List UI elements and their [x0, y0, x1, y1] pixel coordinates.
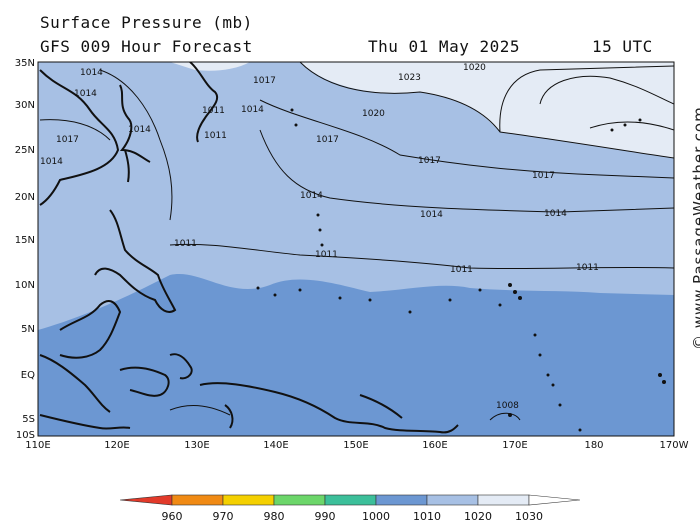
y-tick-label: 5N: [21, 324, 35, 335]
x-tick-label: 180: [584, 440, 603, 451]
legend-label: 1020: [464, 510, 492, 523]
legend-label: 1010: [413, 510, 441, 523]
isobar-label: 1014: [544, 209, 567, 219]
isobar-label: 1020: [362, 109, 385, 119]
isobar-label: 1011: [204, 131, 227, 141]
forecast-subtitle: GFS 009 Hour Forecast: [40, 37, 253, 56]
y-tick-label: 25N: [15, 145, 35, 156]
isobar-label: 1014: [420, 210, 443, 220]
isobar-label: 1020: [463, 63, 486, 73]
legend-swatch-1010: [375, 494, 428, 506]
legend-label: 980: [264, 510, 285, 523]
legend-swatch-970: [171, 494, 224, 506]
isobar-label: 1017: [532, 171, 555, 181]
y-tick-label: 10S: [16, 430, 35, 441]
legend-label: 960: [162, 510, 183, 523]
forecast-date: Thu 01 May 2025: [368, 37, 520, 56]
isobar-label: 1011: [174, 239, 197, 249]
legend-label: 970: [213, 510, 234, 523]
legend-swatch-990: [273, 494, 326, 506]
x-tick-label: 140E: [263, 440, 288, 451]
isobar-label: 1017: [253, 76, 276, 86]
isobar-label: 1014: [74, 89, 97, 99]
legend-swatch-max: [528, 494, 581, 506]
isobar-label: 1014: [128, 125, 151, 135]
y-tick-label: 10N: [15, 280, 35, 291]
x-tick-label: 170W: [660, 440, 689, 451]
isobar-label: 1011: [450, 265, 473, 275]
x-tick-label: 150E: [343, 440, 368, 451]
isobar-label: 1017: [56, 135, 79, 145]
isobar-label: 1017: [418, 156, 441, 166]
isobar-label: 1011: [315, 250, 338, 260]
forecast-time: 15 UTC: [592, 37, 653, 56]
isobar-labels: 1023 1020 1020 1017 1017 1017 1014 1014 …: [40, 63, 599, 411]
islands: [256, 108, 666, 432]
pressure-band-1020: [300, 62, 674, 158]
isobar-label: 1014: [241, 105, 264, 115]
isobar-label: 1011: [576, 263, 599, 273]
x-tick-label: 110E: [25, 440, 50, 451]
x-tick-label: 130E: [184, 440, 209, 451]
map-frame: [37, 61, 675, 437]
pressure-legend: 960 970 980 990 1000 1010 1020 1030: [119, 494, 581, 523]
y-tick-label: 15N: [15, 235, 35, 246]
map-area: 1023 1020 1020 1017 1017 1017 1014 1014 …: [38, 62, 674, 436]
legend-swatch-1020: [426, 494, 479, 506]
legend-label: 990: [315, 510, 336, 523]
legend-swatch-980: [222, 494, 275, 506]
x-axis: 110E 120E 130E 140E 150E 160E 170E 180 1…: [25, 440, 688, 451]
pressure-band-1020-west: [170, 62, 250, 71]
coastlines: [39, 62, 459, 434]
isobar-label: 1011: [202, 106, 225, 116]
x-tick-label: 120E: [104, 440, 129, 451]
isobar-label: 1008: [496, 401, 519, 411]
x-tick-label: 160E: [422, 440, 447, 451]
x-tick-label: 170E: [502, 440, 527, 451]
y-tick-label: 35N: [15, 58, 35, 69]
isobar-label: 1017: [316, 135, 339, 145]
y-axis: 35N 30N 25N 20N 15N 10N 5N EQ 5S 10S: [15, 58, 35, 441]
legend-label: 1000: [362, 510, 390, 523]
y-tick-label: 20N: [15, 192, 35, 203]
isobar-label: 1014: [80, 68, 103, 78]
y-tick-label: 5S: [22, 414, 35, 425]
y-tick-label: 30N: [15, 100, 35, 111]
isobars: [39, 62, 674, 421]
legend-swatch-960: [119, 494, 173, 506]
isobar-label: 1014: [40, 157, 63, 167]
legend-swatch-1030: [477, 494, 530, 506]
isobar-label: 1014: [300, 191, 323, 201]
chart-title: Surface Pressure (mb): [40, 13, 253, 32]
y-tick-label: EQ: [21, 370, 35, 381]
isobar-label: 1023: [398, 73, 421, 83]
pressure-band-1000: [38, 273, 674, 436]
legend-label: 1030: [515, 510, 543, 523]
legend-swatch-1000: [324, 494, 377, 506]
